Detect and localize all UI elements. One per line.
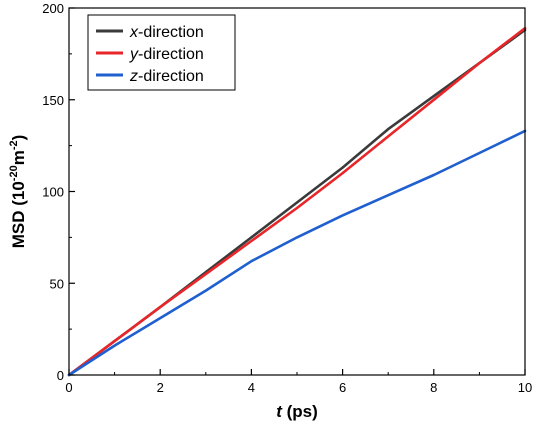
y-axis-mid: m	[9, 150, 28, 165]
legend-label-y: y-direction	[129, 46, 204, 63]
x-tick-label: 10	[518, 380, 532, 395]
legend-label-z: z-direction	[129, 68, 204, 85]
x-tick-label: 6	[339, 380, 346, 395]
x-tick-label: 0	[65, 380, 72, 395]
legend-suffix: -direction	[138, 46, 204, 63]
y-tick-label: 200	[42, 1, 64, 16]
legend-variable: x	[129, 24, 139, 41]
y-tick-label: 50	[50, 276, 64, 291]
y-axis-title: MSD (10-20m-2)	[8, 135, 28, 249]
legend-suffix: -direction	[138, 68, 204, 85]
x-tick-label: 4	[248, 380, 255, 395]
legend-variable: y	[129, 46, 139, 63]
x-tick-label: 8	[430, 380, 437, 395]
legend-suffix: -direction	[138, 24, 204, 41]
y-tick-label: 0	[57, 368, 64, 383]
y-axis-prefix: MSD (10	[9, 181, 28, 248]
y-axis-exponent-2: -2	[8, 140, 20, 150]
y-axis-exponent-1: -20	[8, 165, 20, 181]
series-layer	[67, 26, 527, 377]
z-direction-line	[67, 129, 527, 377]
x-axis-unit: (ps)	[282, 402, 318, 421]
y-tick-label: 100	[42, 185, 64, 200]
legend-label-x: x-direction	[129, 24, 204, 41]
y-tick-label: 150	[42, 93, 64, 108]
x-tick-label: 2	[157, 380, 164, 395]
x-axis-title: t (ps)	[276, 402, 318, 421]
y-direction-line	[67, 26, 527, 377]
y-axis-suffix: )	[9, 135, 28, 141]
x-axis-variable: t	[276, 402, 283, 421]
legend-variable: z	[129, 68, 138, 85]
